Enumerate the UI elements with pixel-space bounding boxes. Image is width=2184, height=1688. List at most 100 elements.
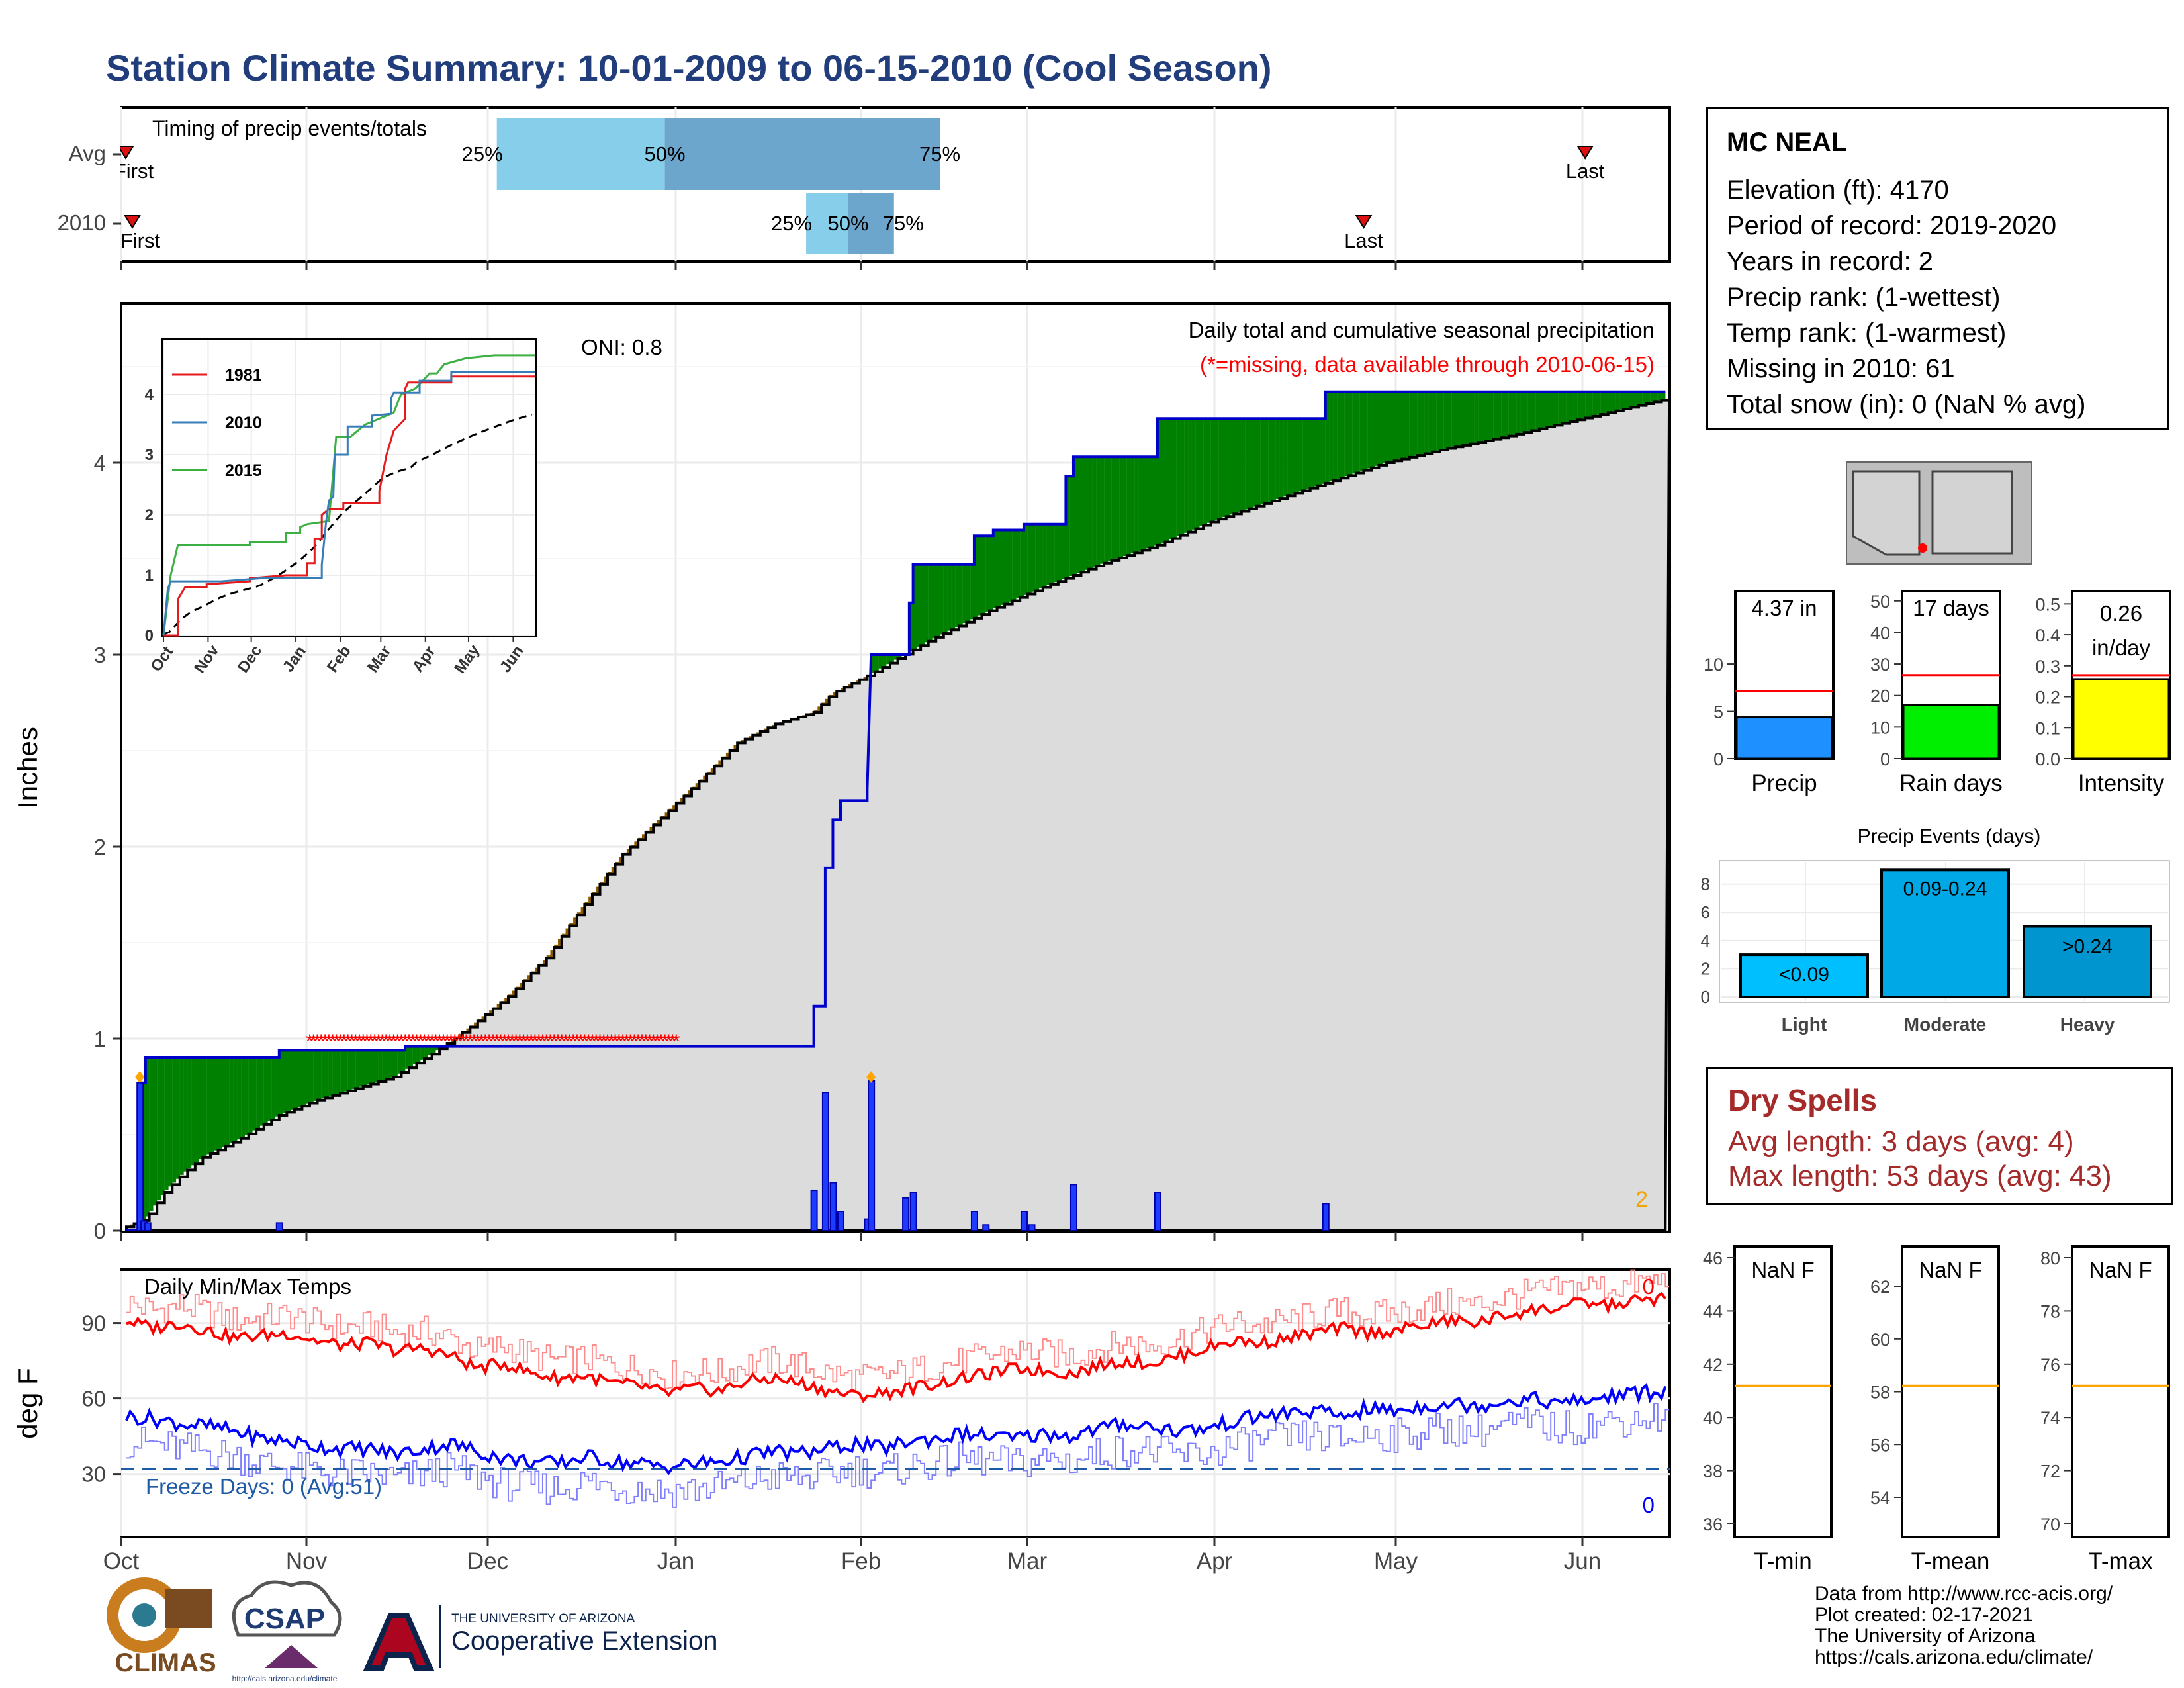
surplus-area	[1371, 391, 1375, 467]
missing-day-marker: *	[363, 1031, 371, 1053]
missing-day-marker: *	[512, 1031, 520, 1053]
temp-summary-name: T-max	[2088, 1548, 2153, 1574]
surplus-area	[928, 564, 933, 641]
surplus-area	[1547, 391, 1551, 427]
missing-day-marker: *	[581, 1031, 589, 1053]
avg-min-temp-line	[126, 1403, 1670, 1508]
missing-day-marker: *	[516, 1031, 523, 1053]
surplus-area	[1436, 391, 1441, 451]
surplus-area	[909, 602, 913, 651]
month-tick-label: Apr	[1197, 1548, 1233, 1574]
surplus-area	[1367, 391, 1372, 469]
surplus-area	[279, 1050, 283, 1115]
surplus-area	[267, 1058, 272, 1121]
surplus-area	[291, 1050, 295, 1110]
surplus-area	[1512, 391, 1517, 435]
precip-y-tick: 2	[94, 835, 106, 859]
ua-extension: Cooperative Extension	[451, 1626, 717, 1656]
temp-lines	[125, 1269, 1670, 1508]
surplus-area	[397, 1050, 402, 1074]
missing-day-marker: *	[424, 1031, 432, 1053]
surplus-area	[1375, 391, 1379, 466]
surplus-area	[921, 564, 925, 645]
surplus-area	[1039, 524, 1043, 588]
surplus-area	[218, 1058, 222, 1149]
timing-pct-50: 50%	[645, 142, 686, 165]
precip-panel: ****************************************…	[12, 302, 1671, 1243]
surplus-area	[1253, 418, 1257, 507]
surplus-area	[1325, 391, 1330, 483]
surplus-area	[1107, 457, 1112, 561]
missing-day-marker: *	[386, 1031, 394, 1053]
surplus-area	[1562, 391, 1567, 423]
event-category: Light	[1782, 1014, 1827, 1035]
surplus-area	[1573, 391, 1578, 420]
surplus-area	[145, 1058, 150, 1217]
missing-day-marker: *	[520, 1031, 527, 1053]
surplus-area	[1592, 391, 1597, 416]
surplus-area	[1588, 391, 1593, 417]
surplus-area	[1322, 418, 1326, 484]
location-map	[1846, 461, 2032, 565]
surplus-area	[1073, 457, 1077, 575]
surplus-area	[1489, 391, 1494, 440]
missing-day-marker: *	[443, 1031, 451, 1053]
missing-day-marker: *	[649, 1031, 657, 1053]
surplus-area	[1291, 418, 1295, 494]
timing-pct-50: 50%	[828, 212, 869, 235]
surplus-area	[947, 564, 952, 631]
surplus-area	[226, 1058, 230, 1145]
daily-precip-bar	[810, 1190, 818, 1231]
missing-day-marker: *	[383, 1031, 390, 1053]
surplus-area	[936, 564, 940, 637]
missing-day-marker: *	[333, 1031, 341, 1053]
surplus-area	[1405, 391, 1410, 458]
surplus-area	[248, 1058, 253, 1133]
surplus-area	[1226, 418, 1230, 516]
ua-logo: THE UNIVERSITY OF ARIZONA Cooperative Ex…	[363, 1605, 717, 1671]
missing-day-marker: *	[394, 1031, 402, 1053]
event-bar	[1739, 953, 1869, 998]
surplus-area	[424, 1046, 428, 1058]
csap-logo-text: CSAP	[244, 1603, 325, 1635]
summary-bars: 0 5 10 4.37 in Precip 0 10 20 30 40 50 17 days Rain …	[1704, 590, 2171, 796]
month-tick-label: Dec	[467, 1548, 508, 1574]
surplus-area	[1222, 418, 1226, 518]
daily-precip-bar	[1069, 1184, 1077, 1232]
timing-bar-25-50	[496, 118, 665, 190]
timing-rows: Avg 25% 50% 75% First Last 2010 25% 50% 75% First L…	[0, 113, 1605, 258]
first-marker-icon	[124, 215, 141, 229]
surplus-area	[1008, 530, 1013, 602]
surplus-area	[1268, 418, 1273, 502]
surplus-area	[287, 1050, 291, 1112]
surplus-area	[1130, 457, 1135, 554]
timing-bar-25-50	[806, 193, 848, 254]
missing-note: (*=missing, data available through 2010-…	[1200, 352, 1655, 377]
surplus-area	[1554, 391, 1559, 425]
surplus-area	[355, 1050, 360, 1088]
ua-a-icon	[363, 1613, 435, 1671]
surplus-area	[1062, 524, 1066, 579]
summary-bar-tick: 0.4	[2035, 626, 2060, 645]
summary-bar-tick: 0.3	[2035, 657, 2060, 677]
events-y-tick: 4	[1701, 931, 1710, 951]
surplus-area	[940, 564, 944, 635]
surplus-area	[1612, 391, 1616, 412]
surplus-area	[1020, 530, 1024, 597]
surplus-area	[1115, 457, 1120, 559]
surplus-area	[1451, 391, 1456, 447]
surplus-area	[1455, 391, 1459, 447]
missing-day-marker: *	[428, 1031, 436, 1053]
surplus-area	[283, 1050, 287, 1113]
summary-bar-label: 17 days	[1913, 596, 1989, 620]
summary-bar-tick: 0.2	[2035, 688, 2060, 708]
missing-day-marker: *	[531, 1031, 539, 1053]
surplus-area	[321, 1050, 326, 1099]
timing-row-label: 2010	[58, 211, 106, 235]
surplus-area	[1169, 418, 1173, 539]
event-bar	[2023, 925, 2152, 998]
missing-day-marker: *	[631, 1031, 639, 1053]
surplus-area	[1524, 391, 1528, 432]
summary-bar-label: 0.26	[2100, 601, 2142, 626]
daily-precip-bar	[970, 1211, 978, 1231]
